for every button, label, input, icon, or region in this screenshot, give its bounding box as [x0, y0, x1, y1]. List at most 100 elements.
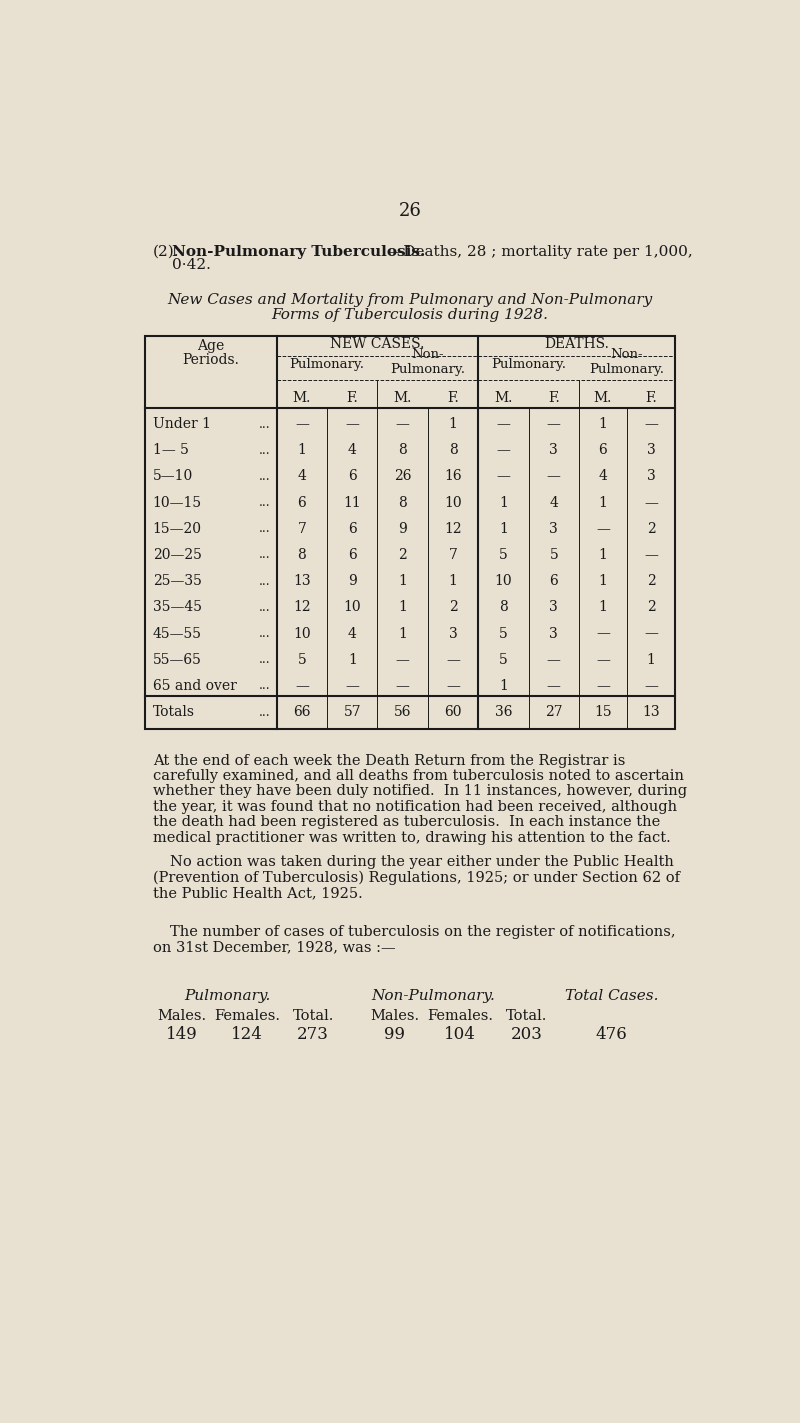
- Text: the death had been registered as tuberculosis.  In each instance the: the death had been registered as tubercu…: [153, 815, 660, 830]
- Text: F.: F.: [645, 391, 657, 406]
- Text: 1: 1: [598, 417, 607, 431]
- Text: 8: 8: [499, 601, 508, 615]
- Text: —: —: [596, 679, 610, 693]
- Text: 104: 104: [445, 1026, 476, 1043]
- Text: 1: 1: [598, 495, 607, 509]
- Text: 3: 3: [449, 626, 458, 640]
- Text: 27: 27: [545, 704, 562, 719]
- Text: 12: 12: [293, 601, 310, 615]
- Text: 13: 13: [642, 704, 660, 719]
- Text: Non-
Pulmonary.: Non- Pulmonary.: [390, 347, 466, 376]
- Text: Total Cases.: Total Cases.: [565, 989, 658, 1003]
- Text: New Cases and Mortality from Pulmonary and Non-Pulmonary: New Cases and Mortality from Pulmonary a…: [167, 293, 653, 307]
- Text: 9: 9: [348, 573, 357, 588]
- Text: 6: 6: [298, 495, 306, 509]
- Text: 1: 1: [398, 626, 407, 640]
- Text: 6: 6: [550, 573, 558, 588]
- Text: —: —: [396, 417, 410, 431]
- Text: 1: 1: [348, 653, 357, 667]
- Text: 6: 6: [348, 548, 357, 562]
- Text: 0·42.: 0·42.: [172, 259, 211, 272]
- Text: 15—20: 15—20: [153, 522, 202, 536]
- Text: —: —: [396, 679, 410, 693]
- Text: 66: 66: [293, 704, 310, 719]
- Text: NEW CASES.: NEW CASES.: [330, 337, 425, 351]
- Text: —: —: [497, 470, 510, 484]
- Text: —: —: [547, 653, 561, 667]
- Text: 5: 5: [499, 548, 508, 562]
- Text: 10—15: 10—15: [153, 495, 202, 509]
- Text: 8: 8: [298, 548, 306, 562]
- Text: —: —: [644, 626, 658, 640]
- Bar: [145, 336, 675, 729]
- Text: 16: 16: [444, 470, 462, 484]
- Text: 7: 7: [298, 522, 306, 536]
- Text: 1: 1: [449, 417, 458, 431]
- Text: 6: 6: [598, 444, 607, 457]
- Text: 13: 13: [293, 573, 310, 588]
- Text: —: —: [547, 679, 561, 693]
- Text: Pulmonary.: Pulmonary.: [491, 359, 566, 371]
- Text: Pulmonary.: Pulmonary.: [290, 359, 365, 371]
- Text: 1: 1: [598, 601, 607, 615]
- Text: ...: ...: [259, 679, 270, 693]
- Text: 5—10: 5—10: [153, 470, 193, 484]
- Text: ...: ...: [259, 653, 270, 666]
- Text: 1: 1: [398, 601, 407, 615]
- Text: 8: 8: [398, 444, 407, 457]
- Text: 4: 4: [348, 626, 357, 640]
- Text: Pulmonary.: Pulmonary.: [185, 989, 271, 1003]
- Text: M.: M.: [494, 391, 513, 406]
- Text: Non-Pulmonary.: Non-Pulmonary.: [371, 989, 495, 1003]
- Text: 3: 3: [550, 444, 558, 457]
- Text: ...: ...: [259, 706, 270, 719]
- Text: 5: 5: [298, 653, 306, 667]
- Text: M.: M.: [394, 391, 412, 406]
- Text: —: —: [295, 417, 309, 431]
- Text: 26: 26: [398, 202, 422, 219]
- Text: —: —: [497, 417, 510, 431]
- Text: 36: 36: [494, 704, 512, 719]
- Text: 26: 26: [394, 470, 411, 484]
- Text: 4: 4: [298, 470, 306, 484]
- Text: ...: ...: [259, 444, 270, 457]
- Text: M.: M.: [293, 391, 311, 406]
- Text: Females.: Females.: [214, 1009, 280, 1023]
- Text: 1: 1: [598, 573, 607, 588]
- Text: 15: 15: [594, 704, 612, 719]
- Text: 25—35: 25—35: [153, 573, 202, 588]
- Text: whether they have been duly notified.  In 11 instances, however, during: whether they have been duly notified. In…: [153, 784, 687, 798]
- Text: 57: 57: [343, 704, 361, 719]
- Text: —: —: [446, 653, 460, 667]
- Text: 10: 10: [293, 626, 310, 640]
- Text: Males.: Males.: [157, 1009, 206, 1023]
- Text: 1: 1: [499, 679, 508, 693]
- Text: ...: ...: [259, 417, 270, 431]
- Text: —: —: [346, 679, 359, 693]
- Text: —: —: [547, 417, 561, 431]
- Text: 7: 7: [449, 548, 458, 562]
- Text: ...: ...: [259, 628, 270, 640]
- Text: Forms of Tuberculosis during 1928.: Forms of Tuberculosis during 1928.: [271, 307, 549, 322]
- Text: the year, it was found that no notification had been received, although: the year, it was found that no notificat…: [153, 800, 677, 814]
- Text: medical practitioner was written to, drawing his attention to the fact.: medical practitioner was written to, dra…: [153, 831, 670, 845]
- Text: F.: F.: [548, 391, 560, 406]
- Text: 1: 1: [598, 548, 607, 562]
- Text: —: —: [446, 679, 460, 693]
- Text: The number of cases of tuberculosis on the register of notifications,: The number of cases of tuberculosis on t…: [170, 925, 675, 939]
- Text: 1: 1: [449, 573, 458, 588]
- Text: 5: 5: [550, 548, 558, 562]
- Text: Males.: Males.: [370, 1009, 419, 1023]
- Text: 5: 5: [499, 626, 508, 640]
- Text: the Public Health Act, 1925.: the Public Health Act, 1925.: [153, 887, 362, 899]
- Text: 60: 60: [444, 704, 462, 719]
- Text: 149: 149: [166, 1026, 198, 1043]
- Text: —: —: [497, 444, 510, 457]
- Text: (Prevention of Tuberculosis) Regulations, 1925; or under Section 62 of: (Prevention of Tuberculosis) Regulations…: [153, 871, 680, 885]
- Text: 1: 1: [646, 653, 655, 667]
- Text: 8: 8: [398, 495, 407, 509]
- Text: 124: 124: [231, 1026, 263, 1043]
- Text: 5: 5: [499, 653, 508, 667]
- Text: —: —: [596, 626, 610, 640]
- Text: Totals: Totals: [153, 704, 194, 719]
